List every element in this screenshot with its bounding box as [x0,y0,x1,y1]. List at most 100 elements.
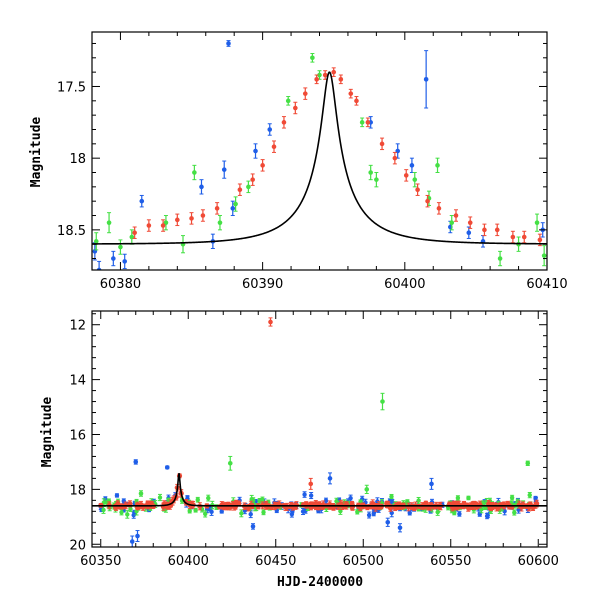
data-point-green [233,201,238,207]
data-point-red [293,105,298,111]
data-point-red [415,187,420,193]
data-point-green [106,220,112,225]
y-tick-label: 14 [69,374,86,389]
data-point-blue [267,127,273,132]
data-point-blue [308,493,314,498]
data-point-green [368,170,373,175]
data-point-green [260,497,265,502]
y-tick-label: 16 [69,428,86,443]
data-point-green [479,507,484,512]
plot-area [92,40,547,270]
bottom-panel-full: 60350 60400 60450 60500 60550 60600 12 14 16 18 20 [69,310,559,569]
data-point-blue [407,510,412,516]
y-tick-label: 17.5 [57,80,86,95]
data-point-blue [323,498,329,503]
data-point-green [525,461,531,466]
data-point-blue [250,524,256,529]
data-point-red [175,217,180,223]
data-point-blue [230,206,236,211]
data-point-green [364,487,370,492]
data-point-blue [248,512,253,517]
data-point-red [436,206,442,211]
data-point-red [237,187,243,193]
data-point-green [527,492,532,498]
x-tick-label: 60450 [255,554,296,569]
data-point-green [138,491,144,496]
data-point-blue [300,509,306,514]
data-point-blue [348,495,353,501]
data-point-green [466,495,471,501]
data-point-green [512,510,517,515]
data-point-green [249,496,254,502]
data-point-blue [221,167,227,172]
data-point-red [132,230,137,236]
data-point-blue [111,256,116,261]
data-point-red [322,72,328,78]
bottom-y-axis-title: Magnitude [40,397,55,468]
data-point-red [392,155,398,161]
data-point-blue [484,513,490,519]
data-point-green [227,461,233,466]
y-tick-label: 20 [69,538,86,553]
data-point-blue [122,259,128,264]
y-tick-label: 12 [69,319,86,334]
data-point-red [115,501,121,507]
data-point-blue [164,465,170,470]
data-point-red [268,319,273,325]
data-point-blue [114,493,120,498]
data-point-green [412,177,418,182]
data-point-blue [199,184,204,190]
data-point-blue [253,148,258,154]
data-point-red [494,227,500,233]
x-tick-label: 60410 [526,277,567,292]
data-point-red [145,500,151,507]
data-point-red [496,504,502,510]
data-point-blue [409,163,415,168]
data-point-blue [135,533,140,539]
data-point-red [453,213,459,218]
data-point-green [359,120,365,125]
axis-frame [91,31,548,271]
data-point-red [354,98,359,104]
data-point-red [425,198,430,204]
y-tick-label: 18.5 [57,224,86,239]
data-point-green [195,497,200,502]
data-point-green [203,511,208,517]
data-point-blue [129,539,135,544]
data-point-red [537,237,543,243]
x-tick-label: 60350 [80,554,121,569]
data-point-green [338,508,343,514]
data-point-blue [219,509,224,514]
data-point-green [497,256,503,261]
data-point-red [250,177,255,182]
data-point-green [239,511,244,516]
data-point-red [271,144,277,149]
x-tick-label: 60500 [343,554,384,569]
data-point-red [365,120,371,125]
data-point-green [452,510,457,515]
data-point-red [200,213,206,218]
data-point-red [521,234,527,240]
data-point-green [193,508,198,513]
data-point-green [455,495,461,501]
data-point-red [300,502,307,508]
data-point-green [534,220,540,225]
data-point-blue [302,492,307,497]
data-point-red [510,234,516,240]
data-point-red [160,223,166,228]
data-point-blue [209,509,214,515]
data-point-green [128,506,133,512]
axis-frame [91,310,548,548]
bottom-x-axis-title: HJD-2400000 [277,575,363,590]
data-point-blue [502,509,507,514]
y-tick-label: 18 [69,152,86,167]
data-point-blue [457,511,462,517]
data-point-green [374,177,379,182]
data-point-red [348,91,354,96]
data-point-red [379,141,385,147]
data-point-red [281,120,287,125]
data-point-green [541,253,547,258]
data-point-blue [389,510,394,516]
data-point-green [192,170,197,175]
data-point-red [467,220,473,225]
